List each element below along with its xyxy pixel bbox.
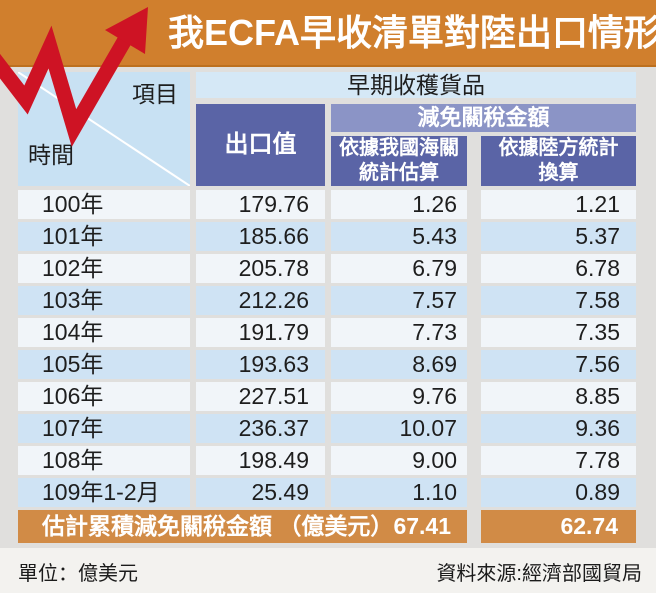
export-value-cell: 212.26: [196, 286, 325, 315]
summary-value-customs: 67.41: [393, 513, 451, 539]
summary-main-cell: 估計累積減免關稅金額 （億美元） 67.41: [18, 510, 467, 543]
col-header-china-estimate-line2: 換算: [538, 162, 579, 184]
footer-source-label: 資料來源:經濟部國貿局: [436, 563, 642, 585]
customs-estimate-cell: 7.57: [331, 286, 467, 315]
china-estimate-cell: 7.56: [481, 350, 636, 379]
export-value-cell: 193.63: [196, 350, 325, 379]
summary-label: 估計累積減免關稅金額 （億美元）: [42, 513, 394, 539]
table-row: 103年 212.26 7.57 7.58: [18, 286, 636, 315]
col-header-customs-estimate-line2: 統計估算: [359, 162, 439, 184]
summary-row: 估計累積減免關稅金額 （億美元） 67.41 62.74: [18, 510, 636, 543]
table-row: 108年 198.49 9.00 7.78: [18, 446, 636, 475]
year-cell: 106年: [18, 382, 190, 411]
year-cell: 107年: [18, 414, 190, 443]
customs-estimate-cell: 7.73: [331, 318, 467, 347]
col-header-export-value: 出口值: [196, 104, 325, 186]
table-row: 107年 236.37 10.07 9.36: [18, 414, 636, 443]
customs-estimate-cell: 1.10: [331, 478, 467, 507]
table-row: 104年 191.79 7.73 7.35: [18, 318, 636, 347]
trend-arrow-icon: [0, 0, 175, 220]
china-estimate-cell: 0.89: [481, 478, 636, 507]
summary-value-china: 62.74: [481, 510, 636, 543]
customs-estimate-cell: 5.43: [331, 222, 467, 251]
customs-estimate-cell: 10.07: [331, 414, 467, 443]
corner-label-item: 項目: [132, 81, 178, 107]
table-row: 102年 205.78 6.79 6.78: [18, 254, 636, 283]
export-value-cell: 236.37: [196, 414, 325, 443]
table-row: 101年 185.66 5.43 5.37: [18, 222, 636, 251]
china-estimate-cell: 7.35: [481, 318, 636, 347]
table-body: 100年 179.76 1.26 1.21 101年 185.66 5.43 5.37 102年…: [18, 190, 636, 510]
customs-estimate-cell: 6.79: [331, 254, 467, 283]
customs-estimate-cell: 9.76: [331, 382, 467, 411]
corner-label-time: 時間: [28, 142, 74, 168]
china-estimate-cell: 7.58: [481, 286, 636, 315]
year-cell: 101年: [18, 222, 190, 251]
customs-estimate-cell: 9.00: [331, 446, 467, 475]
col-group-header-early-harvest: 早期收穫貨品: [196, 72, 636, 98]
export-value-cell: 227.51: [196, 382, 325, 411]
export-value-cell: 205.78: [196, 254, 325, 283]
footer: 單位：億美元 資料來源:經濟部國貿局: [0, 548, 656, 593]
year-cell: 103年: [18, 286, 190, 315]
table-row: 105年 193.63 8.69 7.56: [18, 350, 636, 379]
col-group-header-tariff-reduction: 減免關稅金額: [331, 104, 636, 132]
year-cell: 105年: [18, 350, 190, 379]
china-estimate-cell: 6.78: [481, 254, 636, 283]
year-cell: 109年1-2月: [18, 478, 190, 507]
export-value-cell: 179.76: [196, 190, 325, 219]
table-row: 106年 227.51 9.76 8.85: [18, 382, 636, 411]
year-cell: 100年: [18, 190, 190, 219]
table-row: 100年 179.76 1.26 1.21: [18, 190, 636, 219]
year-cell: 104年: [18, 318, 190, 347]
page-title: 我ECFA早收清單對陸出口情形: [168, 12, 656, 53]
diagonal-divider: [18, 72, 190, 186]
col-header-china-estimate-line1: 依據陸方統計: [498, 137, 619, 159]
export-value-cell: 198.49: [196, 446, 325, 475]
year-cell: 102年: [18, 254, 190, 283]
china-estimate-cell: 7.78: [481, 446, 636, 475]
col-header-customs-estimate: 依據我國海關 統計估算: [331, 136, 467, 186]
china-estimate-cell: 8.85: [481, 382, 636, 411]
col-header-china-estimate: 依據陸方統計 換算: [481, 136, 636, 186]
china-estimate-cell: 9.36: [481, 414, 636, 443]
footer-unit-label: 單位：億美元: [18, 563, 138, 585]
china-estimate-cell: 1.21: [481, 190, 636, 219]
table-row: 109年1-2月 25.49 1.10 0.89: [18, 478, 636, 507]
data-table: 項目 時間 早期收穫貨品 出口值 減免關稅金額 依據我國海關 統計估算 依據陸方…: [18, 72, 636, 543]
customs-estimate-cell: 1.26: [331, 190, 467, 219]
export-value-cell: 25.49: [196, 478, 325, 507]
customs-estimate-cell: 8.69: [331, 350, 467, 379]
col-header-customs-estimate-line1: 依據我國海關: [339, 137, 459, 159]
export-value-cell: 185.66: [196, 222, 325, 251]
china-estimate-cell: 5.37: [481, 222, 636, 251]
export-value-cell: 191.79: [196, 318, 325, 347]
year-cell: 108年: [18, 446, 190, 475]
